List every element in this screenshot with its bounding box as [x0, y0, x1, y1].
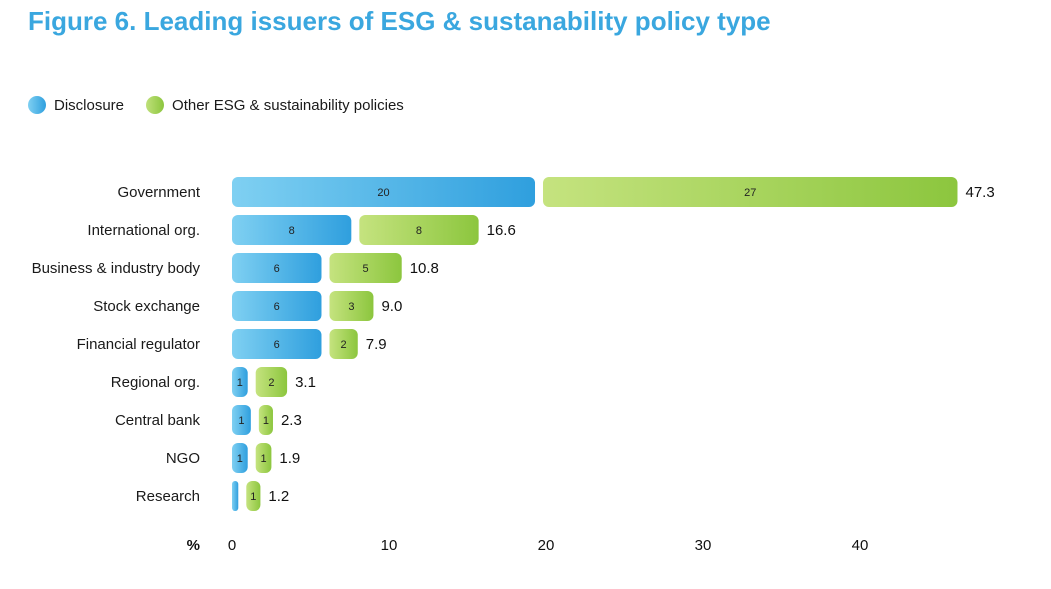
- bar-label-other-esg-financial-regulator: 2: [341, 339, 347, 351]
- legend: Disclosure Other ESG & sustainability po…: [28, 96, 426, 114]
- legend-swatch-disclosure: [28, 96, 46, 114]
- bar-label-disclosure-stock-exchange: 6: [274, 301, 280, 313]
- x-tick-label-30: 30: [695, 537, 712, 554]
- legend-item-other-esg: Other ESG & sustainability policies: [146, 96, 404, 114]
- bar-disclosure-research: [232, 481, 239, 511]
- bar-label-other-esg-central-bank: 1: [263, 415, 269, 427]
- category-label-government: Government: [117, 184, 200, 201]
- bar-disclosure-government: [232, 177, 536, 207]
- legend-item-disclosure: Disclosure: [28, 96, 124, 114]
- bar-other-esg-central-bank: [258, 405, 273, 435]
- bar-other-esg-stock-exchange: [329, 291, 374, 321]
- bar-other-esg-research: [246, 481, 261, 511]
- x-tick-label-0: 0: [228, 537, 236, 554]
- legend-label-other-esg: Other ESG & sustainability policies: [172, 96, 404, 114]
- bar-label-other-esg-stock-exchange: 3: [348, 301, 354, 313]
- legend-swatch-other-esg: [146, 96, 165, 114]
- total-label-business-industry-body: 10.8: [410, 260, 439, 277]
- bar-label-disclosure-central-bank: 1: [238, 415, 244, 427]
- chart-title: Figure 6. Leading issuers of ESG & susta…: [28, 6, 771, 36]
- bar-label-disclosure-business-industry-body: 6: [274, 263, 280, 275]
- total-label-stock-exchange: 9.0: [381, 298, 402, 315]
- x-tick-label-40: 40: [852, 537, 869, 554]
- category-label-financial-regulator: Financial regulator: [77, 336, 200, 353]
- category-label-central-bank: Central bank: [115, 412, 201, 429]
- bar-label-disclosure-financial-regulator: 6: [274, 339, 280, 351]
- bar-label-other-esg-regional-org: 2: [268, 377, 274, 389]
- x-tick-label-20: 20: [538, 537, 555, 554]
- bar-other-esg-regional-org: [255, 367, 288, 397]
- legend-label-disclosure: Disclosure: [54, 96, 125, 114]
- total-label-ngo: 1.9: [279, 450, 300, 467]
- bar-other-esg-international-org: [359, 215, 479, 245]
- axis-unit-label: %: [187, 537, 200, 554]
- category-label-international-org: International org.: [87, 222, 200, 239]
- bar-label-other-esg-business-industry-body: 5: [363, 263, 369, 275]
- total-label-research: 1.2: [268, 488, 289, 505]
- bar-label-other-esg-research: 1: [250, 491, 256, 503]
- category-label-regional-org: Regional org.: [111, 374, 200, 391]
- bar-other-esg-financial-regulator: [329, 329, 358, 359]
- category-label-ngo: NGO: [166, 450, 200, 467]
- bar-disclosure-financial-regulator: [232, 329, 322, 359]
- category-label-research: Research: [136, 488, 200, 505]
- bar-disclosure-ngo: [232, 443, 248, 473]
- bar-label-disclosure-regional-org: 1: [237, 377, 243, 389]
- bar-other-esg-business-industry-body: [329, 253, 402, 283]
- bar-label-other-esg-government: 27: [744, 187, 756, 199]
- bar-label-disclosure-ngo: 1: [237, 453, 243, 465]
- bar-disclosure-regional-org: [232, 367, 248, 397]
- bar-disclosure-stock-exchange: [232, 291, 322, 321]
- total-label-regional-org: 3.1: [295, 374, 316, 391]
- bar-other-esg-ngo: [255, 443, 272, 473]
- bar-label-other-esg-ngo: 1: [260, 453, 266, 465]
- bar-disclosure-central-bank: [232, 405, 251, 435]
- total-label-international-org: 16.6: [487, 222, 516, 239]
- bar-disclosure-international-org: [232, 215, 352, 245]
- bar-label-disclosure-international-org: 8: [289, 225, 295, 237]
- category-label-stock-exchange: Stock exchange: [93, 298, 200, 315]
- bar-other-esg-government: [543, 177, 958, 207]
- total-label-government: 47.3: [965, 184, 994, 201]
- total-label-central-bank: 2.3: [281, 412, 302, 429]
- x-tick-label-10: 10: [381, 537, 398, 554]
- bar-label-disclosure-government: 20: [377, 187, 389, 199]
- category-label-business-industry-body: Business & industry body: [32, 260, 201, 277]
- total-label-financial-regulator: 7.9: [366, 336, 387, 353]
- bar-disclosure-business-industry-body: [232, 253, 322, 283]
- bar-label-other-esg-international-org: 8: [416, 225, 422, 237]
